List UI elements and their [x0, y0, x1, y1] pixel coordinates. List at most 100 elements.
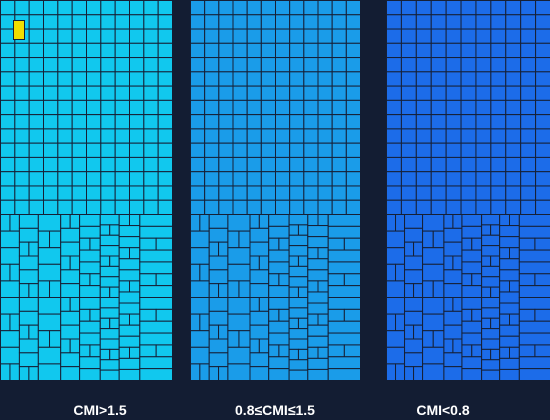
tile: [37, 346, 62, 365]
tile: [327, 273, 345, 287]
tile: [499, 313, 511, 326]
tile: [343, 344, 360, 358]
tile: [232, 57, 248, 73]
tile: [460, 128, 477, 144]
tile: [129, 214, 141, 227]
tile: [0, 142, 16, 158]
tile: [535, 99, 550, 116]
tile: [490, 317, 501, 330]
tile: [227, 330, 240, 348]
tile: [400, 42, 417, 59]
tile: [204, 156, 220, 173]
tile: [535, 57, 550, 73]
tile: [535, 42, 550, 59]
tile: [505, 156, 522, 173]
tile: [327, 297, 360, 310]
tile: [208, 352, 229, 368]
tile: [100, 14, 116, 30]
tile: [232, 85, 248, 101]
cmi-low-label: CMI<0.8: [416, 402, 470, 418]
tile: [297, 317, 309, 330]
tile: [345, 142, 360, 158]
tile: [258, 214, 270, 229]
tile: [505, 42, 522, 59]
tile: [331, 0, 347, 16]
tile: [520, 14, 537, 30]
tile: [57, 57, 73, 73]
tile: [430, 128, 447, 144]
tile: [260, 171, 277, 187]
tile: [275, 171, 291, 187]
tile: [331, 142, 347, 158]
tile: [307, 280, 319, 293]
tile: [445, 57, 462, 73]
tile: [218, 241, 229, 257]
tile: [445, 71, 462, 87]
tile: [114, 42, 130, 59]
tile: [208, 241, 220, 257]
tile: [317, 171, 333, 187]
tile: [475, 28, 492, 44]
tile: [275, 42, 291, 59]
tile: [404, 352, 424, 368]
tile: [14, 128, 30, 144]
tile: [534, 308, 550, 322]
tile: [443, 269, 463, 285]
tile: [509, 346, 520, 359]
tile: [520, 142, 537, 158]
tile: [317, 199, 333, 216]
tile: [43, 42, 59, 59]
tile: [404, 297, 424, 312]
tile: [331, 185, 347, 201]
tile: [288, 234, 309, 247]
tile: [307, 324, 329, 337]
tile: [227, 313, 251, 332]
tile: [303, 142, 319, 158]
tile: [278, 237, 290, 251]
tile: [204, 185, 220, 201]
tile: [297, 286, 309, 298]
tile: [129, 71, 145, 87]
tile: [307, 269, 329, 282]
tile: [0, 247, 20, 265]
cmi-mid-panel: [190, 0, 360, 380]
tile: [18, 324, 30, 340]
tile: [204, 171, 220, 187]
tile: [460, 42, 477, 59]
tile: [79, 273, 91, 287]
tile: [118, 346, 130, 359]
tile: [0, 71, 16, 87]
tile: [37, 280, 51, 298]
tile: [190, 363, 201, 380]
tile: [422, 330, 434, 348]
tile: [289, 85, 305, 101]
tile: [317, 280, 329, 293]
tile: [57, 185, 73, 201]
tile: [139, 214, 172, 227]
tile: [71, 14, 87, 30]
tile: [190, 346, 210, 365]
tile: [129, 57, 145, 73]
tile: [86, 28, 102, 44]
tile: [445, 42, 462, 59]
tile: [57, 142, 73, 158]
tile: [535, 142, 550, 158]
tile: [307, 313, 319, 326]
tile: [129, 346, 141, 359]
tile: [509, 313, 520, 326]
tile: [79, 308, 91, 322]
tile: [28, 14, 44, 30]
tile: [43, 85, 59, 101]
tile: [100, 199, 116, 216]
tile: [275, 85, 291, 101]
tile: [204, 199, 220, 216]
tile: [246, 171, 262, 187]
tile: [289, 0, 305, 16]
tile: [461, 237, 473, 251]
tile: [386, 14, 402, 30]
tile: [317, 99, 333, 116]
tile: [157, 142, 172, 158]
tile: [499, 258, 520, 271]
tile: [18, 214, 39, 229]
tile: [28, 366, 39, 380]
